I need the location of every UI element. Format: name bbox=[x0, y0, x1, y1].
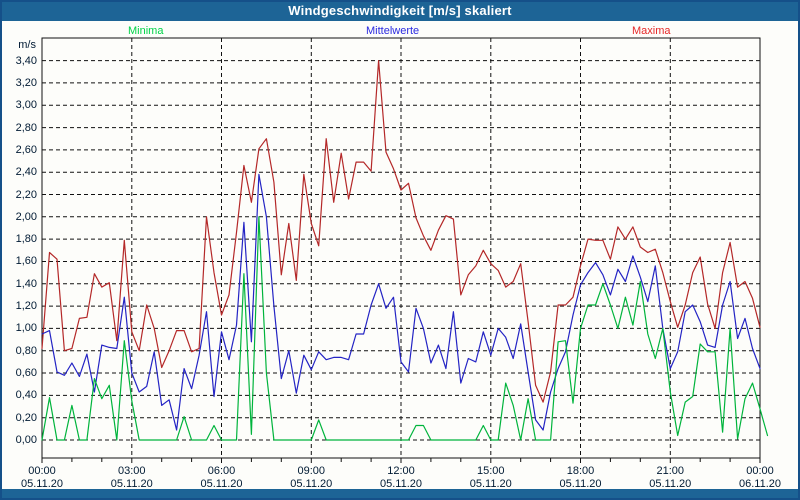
x-tick-time-label: 09:00 bbox=[297, 465, 326, 477]
y-tick-label: 1,40 bbox=[15, 277, 37, 290]
y-tick-label: 0,80 bbox=[15, 344, 37, 357]
y-tick-label: 2,80 bbox=[15, 121, 37, 134]
y-tick-label: 2,20 bbox=[15, 188, 37, 201]
y-tick-label: 1,80 bbox=[15, 233, 37, 246]
title-bar: Windgeschwindigkeit [m/s] skaliert bbox=[0, 0, 800, 21]
y-tick-label: 2,60 bbox=[15, 143, 37, 156]
y-tick-label: 0,60 bbox=[15, 367, 37, 380]
x-tick-date-label: 05.11.20 bbox=[20, 478, 63, 490]
legend-mittelwerte: Mittelwerte bbox=[366, 25, 420, 37]
mittelwerte-line bbox=[41, 173, 761, 431]
y-axis-unit-label: m/s bbox=[18, 39, 36, 51]
x-tick-time-label: 00:00 bbox=[746, 465, 774, 477]
maxima-line bbox=[41, 59, 761, 403]
minima-line bbox=[41, 216, 769, 441]
y-tick-label: 3,20 bbox=[15, 76, 37, 89]
y-tick-label: 3,40 bbox=[15, 54, 37, 67]
x-tick-date-label: 05.11.20 bbox=[649, 478, 692, 490]
chart-title: Windgeschwindigkeit [m/s] skaliert bbox=[288, 3, 512, 18]
legend-minima: Minima bbox=[128, 25, 164, 37]
y-tick-label: 0,20 bbox=[15, 411, 37, 424]
x-tick-date-label: 05.11.20 bbox=[290, 478, 333, 490]
x-tick-time-label: 21:00 bbox=[656, 465, 685, 477]
y-tick-label: 1,20 bbox=[15, 300, 37, 313]
legend-maxima: Maxima bbox=[632, 25, 671, 37]
y-tick-label: 2,40 bbox=[15, 166, 37, 179]
y-tick-label: 3,00 bbox=[15, 99, 37, 112]
x-tick-time-label: 06:00 bbox=[207, 465, 236, 477]
x-tick-time-label: 00:00 bbox=[28, 465, 56, 477]
x-tick-date-label: 05.11.20 bbox=[379, 478, 422, 490]
x-tick-time-label: 03:00 bbox=[117, 465, 146, 477]
x-tick-date-label: 05.11.20 bbox=[469, 478, 512, 490]
x-tick-date-label: 05.11.20 bbox=[559, 478, 602, 490]
x-tick-time-label: 18:00 bbox=[566, 465, 595, 477]
x-tick-time-label: 15:00 bbox=[476, 465, 505, 477]
x-tick-date-label: 05.11.20 bbox=[200, 478, 243, 490]
x-tick-time-label: 12:00 bbox=[387, 465, 415, 477]
y-tick-label: 0,40 bbox=[15, 389, 37, 402]
y-tick-label: 1,00 bbox=[15, 322, 37, 335]
bottom-bar bbox=[0, 489, 800, 500]
x-tick-date-label: 05.11.20 bbox=[110, 478, 153, 490]
y-tick-label: 2,00 bbox=[15, 210, 37, 223]
y-tick-label: 0,00 bbox=[15, 434, 37, 446]
x-tick-date-label: 06.11.20 bbox=[738, 478, 781, 490]
y-tick-label: 1,60 bbox=[15, 255, 37, 268]
